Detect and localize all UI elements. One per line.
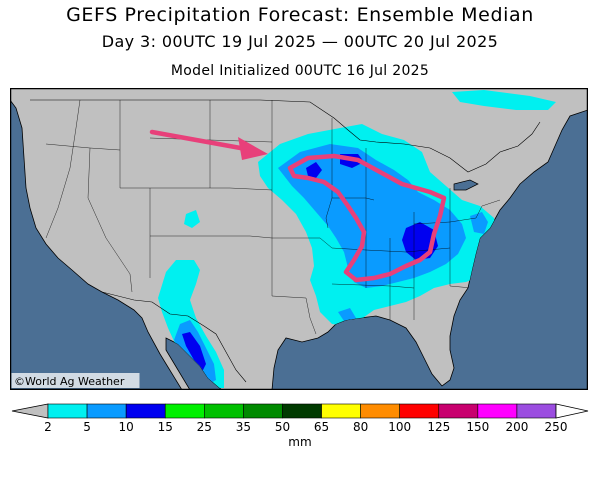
colorbar-tick-label: 65 [314, 420, 329, 434]
colorbar-over-arrow [555, 403, 589, 419]
colorbar-tick-label: 50 [275, 420, 290, 434]
colorbar-swatch [438, 403, 479, 419]
model-initialized-line: Model Initialized 00UTC 16 Jul 2025 [170, 63, 430, 79]
precip-5-10mm [470, 212, 488, 234]
map-frame [10, 88, 588, 390]
colorbar-unit: mm [288, 435, 312, 449]
colorbar-tick-label: 200 [505, 420, 528, 434]
colorbar-swatch [360, 403, 400, 419]
us-canada-border [30, 99, 541, 173]
annotation [149, 129, 447, 283]
colorbar-tick-label: 150 [466, 420, 489, 434]
arrow-head [238, 137, 268, 160]
borders [30, 99, 541, 383]
forecast-period: Day 3: 00UTC 19 Jul 2025 — 00UTC 20 Jul … [101, 32, 499, 51]
precip-2-5mm [452, 90, 556, 110]
arrow-shaft [149, 129, 249, 152]
colorbar-tick-label: 5 [83, 420, 91, 434]
colorbar-tick-label: 25 [197, 420, 212, 434]
precipitation-map: ©World Ag Weather [10, 88, 588, 390]
colorbar-tick-label: 2 [44, 420, 52, 434]
map-title: GEFS Precipitation Forecast: Ensemble Me… [66, 4, 534, 26]
precip-10-15mm [182, 332, 206, 372]
colorbar-swatch [516, 403, 557, 419]
colorbar-swatch [47, 403, 88, 419]
precip-10-15mm [306, 162, 322, 178]
precip-2-5mm [184, 210, 200, 228]
credit-background [11, 373, 140, 388]
lake-ontario [453, 179, 479, 191]
colorbar-tick-label: 125 [427, 420, 450, 434]
colorbar-swatch [243, 403, 283, 419]
colorbar-swatch [282, 403, 322, 419]
colorbar-tick-label: 80 [353, 420, 368, 434]
colorbar-swatch [399, 403, 440, 419]
us-mexico-border [71, 287, 247, 383]
colorbar-tick-label: 100 [388, 420, 411, 434]
colorbar-under-arrow [11, 403, 49, 419]
colorbar-tick-label: 35 [236, 420, 251, 434]
state-borders [45, 99, 501, 335]
precip-colorbar: 2 5 10 15 25 35 50 65 80 100 125 150 200 250 [11, 403, 589, 434]
colorbar-swatch [125, 403, 166, 419]
colorbar-tick-label: 250 [545, 420, 568, 434]
colorbar-swatch [164, 403, 205, 419]
highlight-outline [287, 153, 447, 283]
colorbar-swatch [86, 403, 127, 419]
colorbar-tick-label: 10 [119, 420, 134, 434]
colorbar-swatch [204, 403, 244, 419]
map-credit: ©World Ag Weather [14, 375, 125, 388]
colorbar-swatch [477, 403, 518, 419]
colorbar-swatch [321, 403, 361, 419]
colorbar-tick-label: 15 [158, 420, 173, 434]
